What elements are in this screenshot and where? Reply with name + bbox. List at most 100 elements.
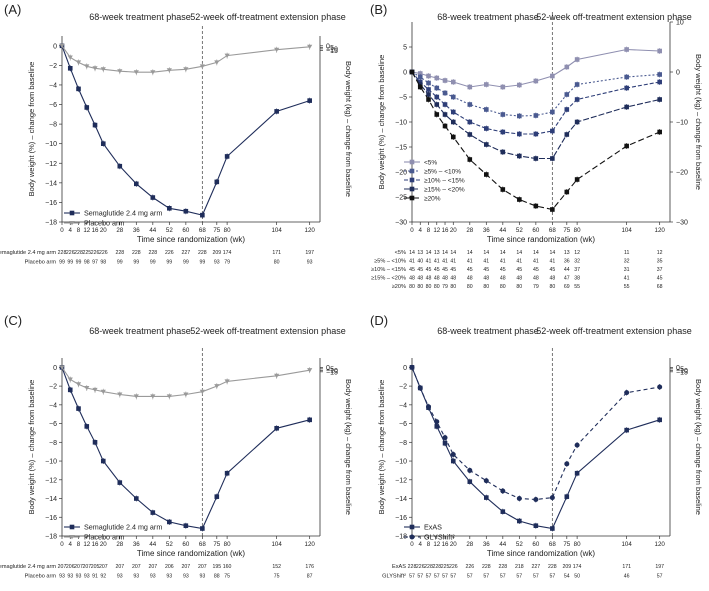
panel-a-at-risk-value: 226 — [91, 250, 100, 256]
panel-c-at-risk-value: 206 — [66, 564, 75, 570]
panel-b-at-risk-value: 37 — [574, 267, 580, 273]
panel-d-x-tick-label: 28 — [466, 541, 473, 548]
panel-b-series-4-point — [434, 112, 440, 117]
panel-a-series-0-point — [92, 122, 98, 128]
panel-d-at-risk-value: 225 — [441, 564, 450, 570]
panel-c-series-1-point — [199, 389, 205, 395]
panel-a-series-0-point — [117, 163, 123, 169]
panel-b-series-1-point — [533, 113, 539, 118]
panel-b-series-4-point — [574, 177, 580, 182]
panel-d-x-tick-label: 4 — [419, 541, 423, 548]
panel-b-series-2-point — [624, 85, 629, 91]
panel-b-at-risk-value: 45 — [549, 267, 555, 273]
panel-a-y-tick-label-left: −14 — [45, 180, 57, 187]
panel-d-at-risk-value: 50 — [574, 574, 580, 580]
panel-d-series-1-point — [467, 467, 473, 473]
panel-b-at-risk-value: 80 — [417, 284, 423, 290]
panel-a-x-tick-label: 104 — [271, 227, 282, 234]
panel-b-series-4-point — [467, 157, 473, 162]
panel-a-series-0-point — [307, 98, 312, 103]
panel-d-at-risk-value: 226 — [449, 564, 458, 570]
panel-d-at-risk-value: 227 — [532, 564, 541, 570]
panel-a-at-risk-value: 226 — [99, 250, 108, 256]
panel-d-series-0-point — [657, 417, 662, 423]
panel-d-series-0-point — [450, 458, 456, 464]
panel-b-at-risk-value: 80 — [434, 284, 440, 290]
panel-b-series-2-point — [533, 131, 539, 137]
panel-d-phase-treatment: 68-week treatment phase — [437, 326, 539, 336]
panel-a-x-tick-label: 120 — [305, 227, 316, 234]
panel-c-y-tick-label-right: −10 — [326, 368, 338, 375]
panel-a-y-tick-label-left: −10 — [45, 141, 57, 148]
panel-b-series-2-point — [574, 97, 580, 102]
panel-b-at-risk-value: 45 — [483, 267, 489, 273]
panel-c-at-risk-row-label: Placebo arm — [25, 574, 57, 580]
panel-a-x-tick-label: 8 — [77, 227, 81, 234]
panel-c-series-0-point — [117, 480, 123, 485]
panel-d-series-1-point — [574, 442, 580, 448]
panel-b-series-line-1 — [411, 71, 660, 117]
panel-a-x-tick-label: 0 — [60, 227, 64, 234]
panel-b-series-4-point — [550, 207, 555, 212]
panel-b-label: (B) — [370, 2, 387, 17]
panel-c-at-risk-value: 207 — [182, 564, 191, 570]
panel-d-series-1-point — [533, 496, 539, 502]
panel-a-at-risk-value: 228 — [132, 250, 141, 256]
panel-a-at-risk-value: 99 — [133, 260, 139, 266]
panel-b-series-4-point — [657, 129, 662, 135]
panel-c-y-axis-label-right: Body weight (kg) – change from baseline — [344, 379, 353, 515]
panel-b-at-risk-value: 41 — [500, 259, 506, 265]
panel-d-at-risk-value: 218 — [515, 564, 524, 570]
panel-b-at-risk-value: 14 — [409, 250, 415, 256]
panel-a-series-1-point — [199, 64, 205, 69]
panel-b-at-risk-value: 41 — [467, 259, 473, 265]
panel-d-at-risk-value: 226 — [416, 564, 425, 570]
panel-b-series-0-point — [550, 73, 555, 79]
panel-b-at-risk-value: 45 — [417, 267, 423, 273]
panel-b-series-0-point — [426, 73, 431, 79]
panel-b-series-3-point — [564, 132, 570, 137]
panel-b-at-risk-value: 31 — [624, 267, 630, 273]
panel-d-x-tick-label: 80 — [574, 541, 581, 548]
panel-c-series-0-point — [224, 470, 230, 476]
panel-a-x-tick-label: 4 — [69, 227, 73, 234]
panel-a-series-1-point — [274, 47, 280, 53]
panel-b-series-3-point — [533, 156, 539, 161]
panel-a-at-risk-value: 99 — [183, 260, 189, 266]
panel-b-y-tick-label-left: −30 — [395, 220, 407, 227]
panel-c-series-1-point — [166, 394, 172, 399]
panel-a-series-0-point — [214, 179, 220, 185]
panel-b-at-risk-row-label: <5% — [395, 250, 406, 256]
panel-b-x-tick-label: 44 — [499, 227, 506, 234]
panel-b-phase-extension: 52-week off-treatment extension phase — [536, 12, 691, 22]
panel-a-at-risk-value: 99 — [67, 260, 73, 266]
panel-c-y-tick-label-left: −6 — [49, 421, 57, 428]
panel-b-at-risk-value: 14 — [549, 250, 555, 256]
panel-c-x-tick-label: 104 — [271, 541, 282, 548]
panel-d-at-risk-value: 209 — [562, 564, 571, 570]
panel-b-at-risk-value: 41 — [549, 259, 555, 265]
panel-b-x-tick-label: 4 — [419, 227, 423, 234]
panel-b-series-4-point — [417, 84, 423, 90]
panel-d-phase-extension: 52-week off-treatment extension phase — [536, 326, 691, 336]
panel-d-at-risk-value: 57 — [409, 574, 415, 580]
panel-b-at-risk-value: 80 — [483, 284, 489, 290]
panel-b-y-axis-label-left: Body weight (%) – change from baseline — [377, 55, 386, 190]
panel-a-at-risk-value: 226 — [66, 250, 75, 256]
panel-d-y-tick-label-left: −4 — [399, 402, 407, 409]
panel-b-legend-label: ≥10% – <15% — [424, 178, 465, 185]
panel-a-at-risk-value: 228 — [115, 250, 124, 256]
panel-d-x-tick-label: 12 — [433, 541, 440, 548]
panel-c-x-tick-label: 36 — [133, 541, 140, 548]
panel-c-x-tick-label: 16 — [92, 541, 99, 548]
panel-d-series-0-point — [574, 470, 580, 476]
panel-d-x-tick-label: 20 — [450, 541, 457, 548]
panel-b-series-0-point — [574, 57, 580, 62]
panel-a-y-tick-label-left: −18 — [45, 220, 57, 227]
panel-b-series-0-point — [434, 75, 440, 81]
panel-c-x-tick-label: 0 — [60, 541, 64, 548]
panel-c-x-tick-label: 12 — [83, 541, 90, 548]
panel-a-at-risk-value: 99 — [76, 260, 82, 266]
panel-b-x-tick-label: 16 — [442, 227, 449, 234]
panel-c-y-tick-label-left: −18 — [45, 534, 57, 541]
